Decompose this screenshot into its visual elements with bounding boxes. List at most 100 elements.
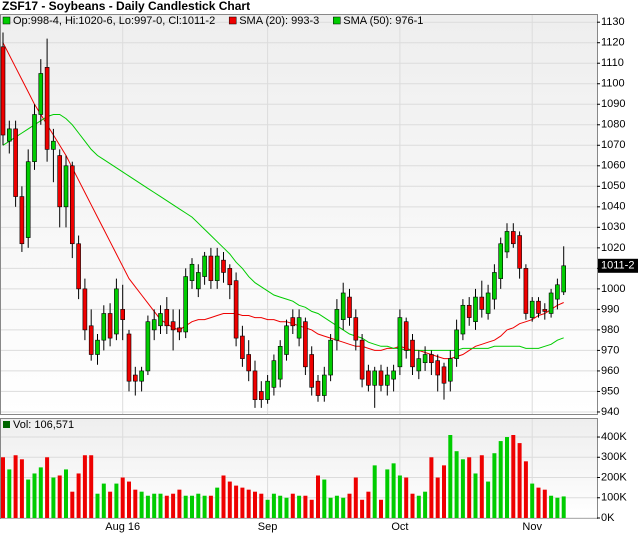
candle-body [296, 317, 302, 339]
volume-bar [177, 489, 182, 518]
candle-body [177, 327, 182, 333]
y-tick-label: 1080 [601, 119, 625, 131]
legend-swatch [2, 16, 11, 25]
legend-swatch [333, 16, 341, 25]
candle-body [170, 321, 176, 331]
last-price-tag [598, 258, 638, 273]
volume-bar [152, 493, 157, 518]
volume-bar [57, 475, 62, 518]
candle-body [271, 360, 277, 388]
volume-bar [429, 457, 434, 518]
y-tick-label: 100K [601, 492, 627, 504]
volume-bar [448, 435, 453, 518]
volume-bar [234, 485, 239, 518]
volume-bar [1, 457, 5, 518]
candle-body [416, 358, 422, 372]
volume-bar [416, 495, 421, 518]
volume-bar [561, 496, 566, 518]
candle-body [139, 370, 144, 382]
volume-bar [51, 477, 56, 518]
candle-body [277, 346, 283, 380]
candle-body [384, 374, 390, 386]
volume-bar [208, 495, 213, 518]
volume-bar [404, 477, 409, 518]
volume-bar [486, 481, 491, 518]
y-tick-label: 1110 [601, 57, 624, 69]
candle-body [529, 300, 535, 318]
candle-body [378, 370, 384, 386]
volume-bar [360, 499, 365, 518]
y-tick-label: 1060 [601, 160, 625, 172]
volume-bar [13, 455, 18, 518]
candle-body [284, 325, 289, 355]
y-tick-label: 990 [601, 303, 619, 315]
sma-line [2, 114, 564, 351]
candle-body [498, 243, 504, 279]
candle-body [196, 272, 201, 290]
candle-body [114, 288, 119, 335]
volume-bar [64, 469, 68, 518]
candle-body [208, 255, 214, 281]
volume-bar [334, 495, 339, 518]
marks [0, 32, 567, 518]
volume-bar [322, 479, 327, 518]
volume-bar [542, 489, 547, 518]
overlay: 1011-2 Op:998-4, Hi:1020-6, Lo:997-0, Cl:… [2, 15, 638, 431]
candle-body [485, 292, 491, 314]
y-tick-label: 950 [601, 385, 619, 397]
candle-body [164, 309, 170, 327]
x-tick-label: Sep [258, 521, 278, 533]
volume-bar [259, 493, 264, 518]
volume-bar [297, 495, 302, 518]
candle-body [252, 370, 258, 400]
volume-bar [555, 497, 560, 518]
y-tick-label: 960 [601, 365, 619, 377]
candle-body [258, 391, 264, 400]
volume-bar [108, 491, 113, 518]
candle-body [460, 304, 466, 335]
y-tick-label: 980 [601, 324, 619, 336]
candle-body [441, 366, 447, 384]
volume-bar [467, 457, 472, 518]
y-tick-label: 970 [601, 344, 619, 356]
candle-body [120, 309, 125, 320]
candle-body [38, 73, 44, 115]
volume-bar [460, 459, 465, 518]
volume-bar [498, 441, 503, 518]
candle-body [126, 333, 132, 382]
volume-bar [227, 481, 232, 518]
candle-body [340, 292, 346, 320]
x-tick-label: Aug 16 [105, 521, 140, 533]
volume-bar [385, 469, 390, 518]
volume-bar [183, 495, 188, 518]
candle-body [227, 268, 233, 286]
y-tick-label: 1130 [601, 16, 625, 28]
volume-bar [101, 483, 106, 518]
volume-bar [215, 487, 220, 518]
legend-swatch [228, 16, 237, 25]
last-price-label: 1011-2 [601, 260, 634, 272]
volume-bar [240, 487, 245, 518]
volume-bar [309, 499, 314, 518]
candle-body [353, 317, 359, 341]
candle-body [7, 128, 12, 142]
y-tick-label: 1030 [601, 221, 625, 233]
volume-bar [89, 455, 94, 518]
volume-bar [410, 493, 415, 518]
candle-body [523, 268, 529, 314]
volume-bar [341, 497, 346, 518]
volume-bar [120, 477, 125, 518]
candle-body [70, 165, 75, 245]
volume-bar [76, 473, 81, 518]
candle-body [95, 339, 100, 355]
y-tick-label: 300K [601, 451, 627, 463]
candle-body [107, 313, 113, 339]
volume-bar [202, 495, 207, 518]
volume-bar [473, 473, 478, 518]
sma-line [2, 42, 564, 360]
candle-body [76, 243, 81, 290]
volume-bar [95, 493, 100, 518]
candle-body [372, 370, 378, 386]
candle-body [391, 370, 396, 380]
volume-bar [511, 435, 516, 518]
